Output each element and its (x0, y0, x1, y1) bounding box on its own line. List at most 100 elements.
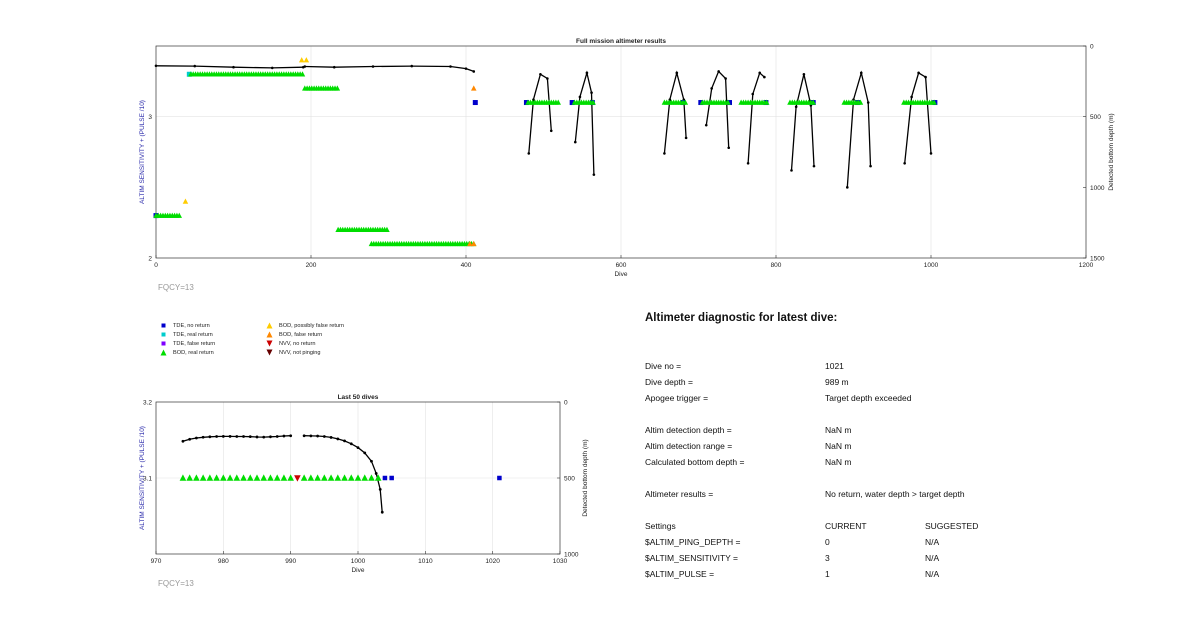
legend-item: BOD, false return (266, 331, 322, 338)
last-marker-bod-real-return (206, 474, 214, 481)
legend-item: TDE, false return (160, 340, 215, 347)
dive-no-value: 1021 (825, 361, 844, 371)
full-depth-point (578, 95, 582, 99)
last-marker-bod-real-return (341, 474, 348, 481)
suggested-label: SUGGESTED (925, 521, 979, 531)
last-xtick-label: 1030 (553, 558, 568, 565)
last-marker-bod-real-return (321, 474, 328, 481)
calc-bottom-value: NaN m (825, 457, 852, 467)
pulse-row: $ALTIM_PULSE = 1 N/A (645, 566, 1165, 582)
altim-det-depth-label: Altim detection depth = (645, 425, 732, 435)
last-depth-point (349, 442, 353, 446)
legend-item: NVV, not pinging (266, 349, 320, 356)
full-depth-point (303, 65, 307, 68)
legend-label: NVV, no return (279, 340, 316, 347)
full-marker-bod-possibly-false-return (298, 57, 305, 63)
altim-det-depth-value: NaN m (825, 425, 852, 435)
legend-item: BOD, real return (160, 349, 214, 356)
full-depth-point (590, 91, 593, 94)
full-xtick-label: 1200 (1079, 262, 1094, 269)
full-depth-point (193, 64, 197, 68)
full-depth-point (546, 77, 549, 80)
full-depth-point (869, 164, 872, 168)
last-depth-point (316, 434, 319, 438)
legend-marker-icon (266, 322, 273, 329)
full-depth-point (592, 173, 596, 176)
full-depth-point (724, 77, 727, 80)
results-label: Altimeter results = (645, 489, 714, 499)
full-depth-point (917, 71, 920, 75)
pulse-label: $ALTIM_PULSE = (645, 569, 715, 579)
full-ytick-label: 2 (148, 256, 152, 263)
legend-label: TDE, false return (173, 340, 216, 347)
full-xtick-label: 400 (461, 262, 472, 269)
full-xtick-label: 600 (616, 262, 627, 269)
legend-marker-icon (161, 341, 166, 346)
full-depth-point (763, 75, 766, 79)
last-depth-point (221, 434, 225, 438)
full-xtick-label: 1000 (924, 262, 939, 269)
full-fqcy-note: FQCY=13 (158, 283, 194, 292)
full-depth-point (472, 70, 476, 73)
last-marker-bod-real-return (253, 474, 261, 481)
last-marker-bod-real-return (213, 474, 220, 481)
last-depth-point (336, 437, 340, 441)
dive-no-label: Dive no = (645, 361, 682, 371)
full-depth-point (684, 136, 688, 140)
last-marker-bod-real-return (300, 474, 308, 481)
last-depth-point (363, 451, 367, 455)
last-marker-bod-real-return (307, 474, 315, 481)
last-xtick-label: 970 (151, 558, 162, 565)
last-ylabel: ALTIM SENSITIVITY + (PULSE /10) (139, 426, 146, 530)
full-depth-line (663, 70, 687, 154)
full-xtick-label: 0 (154, 262, 158, 269)
full-plot-frame (155, 45, 1087, 259)
last-depth-point (309, 434, 313, 438)
last-marker-bod-real-return (199, 474, 207, 481)
full-marker-bod-real-return (857, 99, 864, 105)
full-depth-point (812, 164, 816, 168)
last-depth-point (195, 436, 198, 440)
full-depth-point (332, 65, 336, 69)
full-depth-point (527, 152, 531, 155)
last-xtick-label: 980 (218, 558, 229, 565)
calc-bottom-row: Calculated bottom depth = NaN m (645, 454, 1165, 470)
last-depth-point (228, 434, 232, 438)
full-depth-point (573, 140, 577, 144)
apogee-value: Target depth exceeded (825, 393, 912, 403)
full-depth-point (270, 66, 274, 70)
full-marker-bod-real-return (763, 99, 770, 105)
full-depth-point (746, 162, 750, 165)
last-xtick-label: 1010 (418, 558, 433, 565)
full-depth-point (710, 87, 713, 90)
last-marker-tde-no-return (382, 475, 388, 481)
ping-depth-current: 0 (825, 537, 830, 547)
full-marker-bod-real-return (334, 85, 341, 91)
full-marker-bod-real-return (555, 99, 561, 105)
last-depth-point (343, 439, 346, 443)
full-depth-line (574, 70, 595, 175)
last-marker-bod-real-return (240, 474, 247, 481)
calc-bottom-label: Calculated bottom depth = (645, 457, 745, 467)
full-depth-line (528, 73, 552, 154)
legend-marker-icon (161, 332, 166, 337)
last-depth-point (188, 437, 192, 441)
full-marker-tde-no-return (569, 100, 575, 106)
last-depth-point (201, 435, 205, 439)
ping-depth-row: $ALTIM_PING_DEPTH = 0 N/A (645, 534, 1165, 550)
last-xtick-label: 1000 (351, 558, 366, 565)
full-xtick-label: 800 (771, 262, 782, 269)
last-ytick-label: 3.2 (143, 400, 152, 407)
full-depth-point (910, 95, 913, 99)
full-depth-point (232, 65, 235, 69)
last-marker-bod-real-return (287, 474, 294, 481)
legend-marker-icon (266, 340, 273, 347)
legend-item: BOD, possibly false return (266, 322, 344, 329)
full-depth-point (794, 105, 798, 109)
apogee-row: Apogee trigger = Target depth exceeded (645, 390, 1165, 406)
full-ylabel: ALTIM SENSITIVITY + (PULSE /10) (139, 100, 146, 204)
last-y2tick-label: 0 (564, 400, 568, 407)
last-fqcy-note: FQCY=13 (158, 579, 194, 588)
ping-depth-label: $ALTIM_PING_DEPTH = (645, 537, 741, 547)
